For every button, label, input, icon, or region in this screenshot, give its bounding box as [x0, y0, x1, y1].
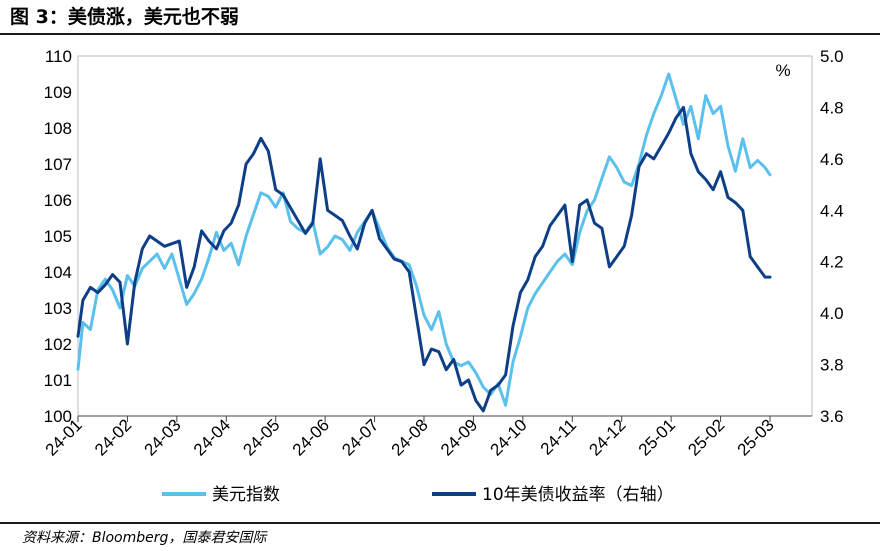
x-tick-label: 24-12: [585, 415, 629, 459]
left-tick-label: 107: [44, 155, 72, 174]
x-tick-label: 24-06: [289, 415, 333, 459]
right-tick-label: 5.0: [820, 47, 844, 66]
left-tick-label: 102: [44, 335, 72, 354]
left-tick-label: 109: [44, 83, 72, 102]
left-tick-label: 108: [44, 119, 72, 138]
x-tick-label: 24-04: [190, 415, 234, 459]
bottom-divider: [0, 522, 880, 524]
series-layer: [76, 72, 772, 413]
x-tick-label: 24-08: [388, 415, 432, 459]
right-axis: 3.6 3.8 4.0 4.2 4.4 4.6 4.8 5.0: [820, 47, 844, 426]
page-title: 图 3：美债涨，美元也不弱: [10, 6, 239, 28]
x-tick-label: 24-05: [239, 415, 283, 459]
x-tick-label: 24-02: [91, 415, 135, 459]
right-tick-label: 4.0: [820, 304, 844, 323]
x-tick-label: 24-07: [338, 415, 382, 459]
source-note: 资料来源：Bloomberg，国泰君安国际: [22, 530, 267, 546]
x-tick-label: 24-03: [141, 415, 185, 459]
x-tick-label: 25-03: [734, 415, 778, 459]
plot-area: [77, 55, 813, 417]
dxy-series-line: [76, 72, 772, 407]
right-tick-label: 3.8: [820, 356, 844, 375]
left-tick-label: 103: [44, 299, 72, 318]
left-tick-label: 105: [44, 227, 72, 246]
legend: 美元指数 10年美债收益率（右轴）: [162, 485, 674, 505]
top-divider: [0, 33, 880, 35]
legend-label-ust10y: 10年美债收益率（右轴）: [482, 485, 674, 505]
x-tick-label: 25-02: [684, 415, 728, 459]
right-tick-label: 3.6: [820, 407, 844, 426]
left-tick-label: 106: [44, 191, 72, 210]
x-tick-label: 25-01: [635, 415, 679, 459]
right-tick-label: 4.8: [820, 98, 844, 117]
left-axis: 100 101 102 103 104 105 106 107 108 109 110: [44, 47, 72, 426]
chart: 100 101 102 103 104 105 106 107 108 109 110 3.6 3.8…: [42, 47, 844, 505]
right-tick-label: 4.2: [820, 253, 844, 272]
legend-label-dxy: 美元指数: [212, 485, 280, 505]
x-axis: 24-01 24-02 24-03 24-04 24-05 24-06 24-07 24-08…: [42, 415, 778, 459]
ust10y-series-line: [76, 105, 772, 413]
right-axis-unit: %: [775, 61, 790, 80]
left-tick-label: 104: [44, 263, 72, 282]
x-tick-label: 24-11: [537, 415, 580, 458]
x-tick-label: 24-10: [487, 415, 531, 459]
left-tick-label: 101: [44, 371, 72, 390]
x-tick-label: 24-09: [437, 415, 481, 459]
right-tick-label: 4.6: [820, 150, 844, 169]
left-tick-label: 100: [44, 407, 72, 426]
left-tick-label: 110: [45, 47, 72, 66]
right-tick-label: 4.4: [820, 201, 844, 220]
